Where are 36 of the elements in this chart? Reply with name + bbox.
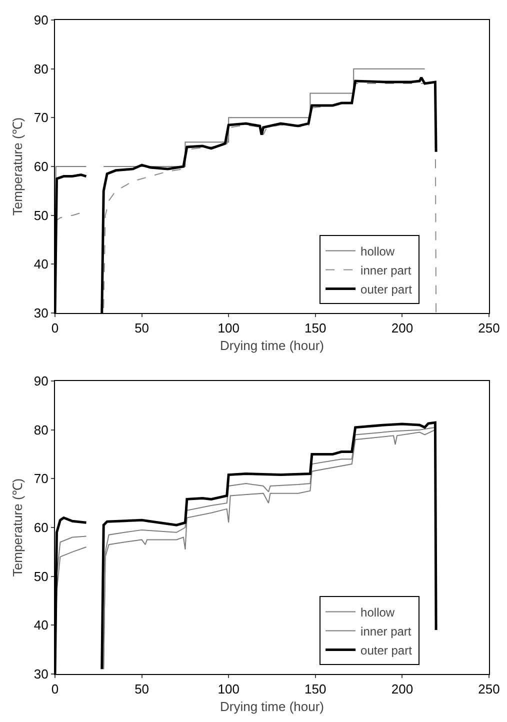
y-tick-label: 50 bbox=[34, 208, 48, 223]
y-tick-label: 40 bbox=[34, 256, 48, 272]
legend-label: outer part bbox=[360, 643, 413, 658]
x-tick-label: 150 bbox=[304, 682, 326, 697]
x-tick-label: 250 bbox=[478, 682, 500, 697]
y-tick-label: 70 bbox=[34, 110, 48, 126]
y-tick-label: 60 bbox=[34, 159, 48, 174]
x-tick-label: 200 bbox=[391, 682, 414, 697]
y-tick-label: 90 bbox=[34, 12, 48, 28]
y-tick-label: 70 bbox=[34, 471, 48, 486]
x-tick-label: 0 bbox=[51, 682, 59, 697]
x-tick-label: 50 bbox=[134, 682, 150, 697]
x-tick-label: 150 bbox=[304, 320, 326, 336]
y-tick-label: 80 bbox=[34, 422, 48, 438]
x-tick-label: 200 bbox=[391, 320, 414, 336]
y-tick-label: 50 bbox=[34, 568, 48, 584]
y-tick-label: 30 bbox=[34, 666, 48, 682]
x-tick-label: 250 bbox=[478, 320, 500, 336]
y-tick-label: 90 bbox=[34, 374, 48, 389]
x-axis-title: Drying time (hour) bbox=[220, 338, 324, 354]
y-tick-label: 40 bbox=[34, 618, 48, 633]
y-axis-title: Temperature (℃) bbox=[10, 117, 25, 216]
legend-label: hollow bbox=[360, 244, 395, 258]
x-tick-label: 0 bbox=[51, 320, 59, 336]
legend-label: inner part bbox=[360, 624, 412, 638]
y-tick-label: 60 bbox=[34, 520, 48, 536]
y-tick-label: 80 bbox=[34, 61, 48, 76]
x-tick-label: 100 bbox=[218, 320, 240, 336]
x-tick-label: 50 bbox=[134, 320, 150, 336]
y-axis-title: Temperature (℃) bbox=[10, 478, 25, 577]
x-tick-label: 100 bbox=[218, 682, 240, 697]
x-axis-title: Drying time (hour) bbox=[220, 699, 324, 714]
legend-label: outer part bbox=[360, 282, 413, 296]
y-tick-label: 30 bbox=[34, 306, 48, 321]
legend-label: hollow bbox=[360, 605, 395, 620]
legend-label: inner part bbox=[360, 263, 412, 278]
